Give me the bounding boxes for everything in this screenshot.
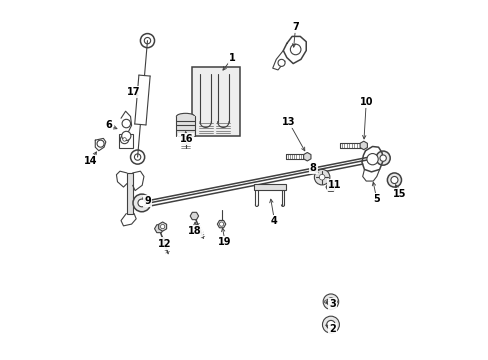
- Circle shape: [375, 151, 389, 165]
- Text: 17: 17: [126, 87, 140, 97]
- Circle shape: [138, 199, 145, 207]
- Bar: [119, 134, 133, 148]
- Bar: [192, 67, 240, 136]
- Text: 15: 15: [392, 189, 406, 199]
- Bar: [127, 173, 132, 213]
- Circle shape: [326, 320, 334, 329]
- Circle shape: [319, 174, 324, 180]
- Text: 7: 7: [292, 22, 299, 32]
- Circle shape: [390, 176, 397, 184]
- Circle shape: [366, 153, 377, 165]
- Circle shape: [130, 150, 144, 164]
- Circle shape: [134, 154, 141, 160]
- Circle shape: [314, 170, 329, 185]
- Circle shape: [140, 33, 154, 48]
- Circle shape: [278, 59, 285, 66]
- Circle shape: [122, 119, 130, 128]
- Text: 3: 3: [328, 299, 335, 309]
- Circle shape: [133, 194, 150, 212]
- Circle shape: [97, 140, 104, 147]
- Text: 1: 1: [228, 53, 235, 63]
- Circle shape: [144, 37, 150, 44]
- Text: 13: 13: [281, 117, 295, 127]
- Circle shape: [122, 138, 126, 141]
- Bar: [253, 184, 285, 190]
- Circle shape: [328, 185, 333, 189]
- Text: 18: 18: [188, 226, 202, 236]
- Circle shape: [219, 222, 223, 226]
- Text: 6: 6: [105, 120, 112, 130]
- Circle shape: [322, 316, 339, 333]
- Circle shape: [386, 173, 401, 187]
- Text: 16: 16: [179, 134, 193, 144]
- Circle shape: [290, 44, 300, 55]
- Text: 11: 11: [327, 180, 341, 190]
- Bar: [176, 117, 194, 136]
- Circle shape: [122, 131, 131, 140]
- Text: 14: 14: [84, 156, 98, 166]
- Text: 19: 19: [218, 237, 231, 247]
- Text: 10: 10: [359, 98, 372, 107]
- Circle shape: [120, 135, 128, 144]
- Circle shape: [160, 224, 164, 229]
- Text: 5: 5: [373, 194, 379, 204]
- Text: 2: 2: [328, 324, 335, 334]
- Circle shape: [326, 298, 334, 306]
- Text: 12: 12: [158, 239, 171, 248]
- Text: 4: 4: [270, 216, 277, 226]
- Circle shape: [379, 155, 386, 161]
- Text: 8: 8: [309, 163, 316, 173]
- Circle shape: [323, 294, 338, 310]
- Text: 9: 9: [144, 196, 150, 206]
- Ellipse shape: [176, 113, 194, 120]
